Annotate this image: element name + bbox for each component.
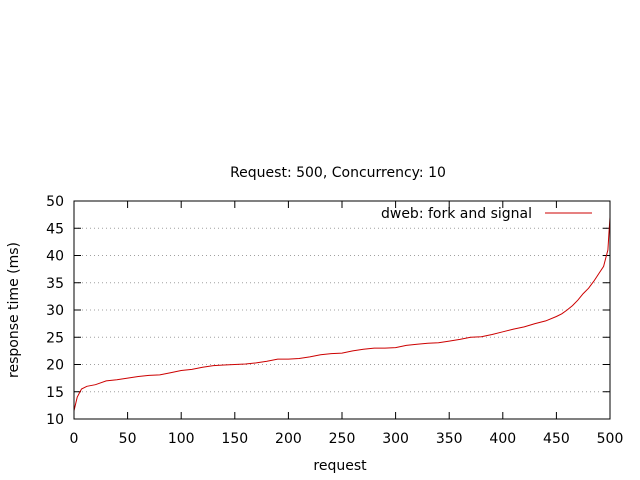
y-tick-label: 35 [46,276,64,292]
y-tick-label: 15 [46,385,64,401]
y-tick-label: 20 [46,358,64,374]
x-tick-label: 250 [329,431,356,447]
y-tick-label: 30 [46,303,64,319]
series-layer [73,217,611,411]
x-tick-label: 350 [436,431,463,447]
legend-label: dweb: fork and signal [381,206,532,222]
y-axis-label: response time (ms) [6,242,22,378]
y-tick-label: 40 [46,249,64,265]
x-tick-label: 300 [382,431,409,447]
legend: dweb: fork and signal [381,206,592,222]
y-tick-label: 25 [46,330,64,346]
x-tick-label: 500 [597,431,624,447]
x-axis-label: request [313,458,367,474]
x-tick-label: 50 [119,431,137,447]
y-tick-label: 50 [46,194,64,210]
x-tick-label: 200 [275,431,302,447]
x-tick-label: 100 [168,431,195,447]
y-tick-label: 10 [46,412,64,428]
y-tick-label: 45 [46,221,64,237]
x-tick-label: 400 [489,431,516,447]
x-tick-label: 150 [221,431,248,447]
chart-title: Request: 500, Concurrency: 10 [230,165,446,181]
x-tick-label: 0 [70,431,79,447]
grid [74,227,610,393]
x-tick-label: 450 [543,431,570,447]
plot-frame [73,200,611,420]
series-line [73,217,611,411]
